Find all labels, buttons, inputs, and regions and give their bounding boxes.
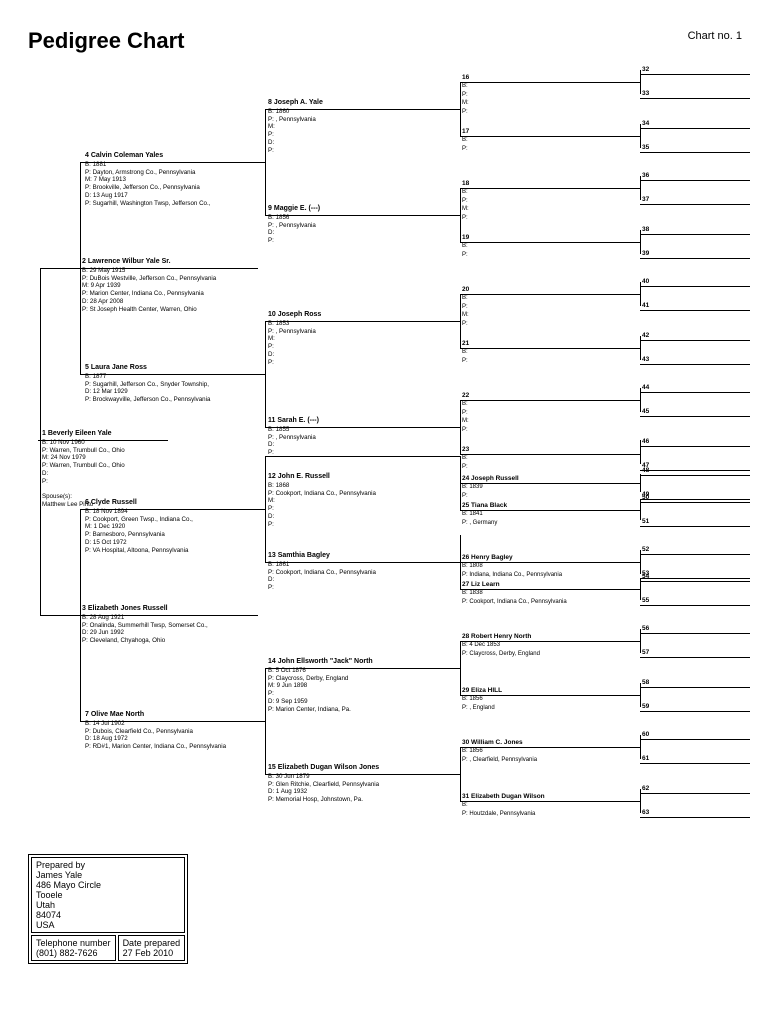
slot-29: 29 Eliza HILLB: 1856P: , England [462,687,637,712]
person-13: 13 Samthia Bagley B: 1861P: Cookport, In… [268,552,376,592]
person-15: 15 Elizabeth Dugan Wilson Jones B: 30 Ju… [268,764,379,804]
prepared-by-box: Prepared by James Yale 486 Mayo Circle T… [28,854,188,964]
person-5: 5 Laura Jane Ross B: 1877 P: Sugarhill, … [85,364,210,404]
slot-39: 39 [642,250,649,258]
slot-30: 30 William C. JonesB: 1856P: , Clearfiel… [462,739,637,764]
person-8: 8 Joseph A. Yale B: 1860P: , Pennsylvani… [268,99,323,154]
slot-35: 35 [642,144,649,152]
slot-19: 19B:P: [462,234,637,259]
slot-50: 50 [642,494,649,502]
slot-62: 62 [642,785,649,793]
person-11: 11 Sarah E. (---) B: 1855P: , Pennsylvan… [268,417,319,457]
person-2: 2 Lawrence Wilbur Yale Sr. B: 29 May 191… [82,258,216,313]
slot-43: 43 [642,356,649,364]
slot-25: 25 Tiana BlackB: 1841P: , Germany [462,502,637,527]
slot-37: 37 [642,196,649,204]
person-3: 3 Elizabeth Jones Russell B: 28 Aug 1921… [82,605,208,645]
slot-55: 55 [642,597,649,605]
slot-44: 44 [642,384,649,392]
person-4: 4 Calvin Coleman Yales B: 1881 P: Dayton… [85,152,210,207]
slot-26: 26 Henry BagleyB: 1808P: Indiana, Indian… [462,554,637,579]
slot-23: 23B:P: [462,446,637,471]
person-1: 1 Beverly Eileen Yale B: 10 Nov 1960 P: … [42,430,125,509]
person-9: 9 Maggie E. (---) B: 1856P: , Pennsylvan… [268,205,320,245]
slot-34: 34 [642,120,649,128]
slot-38: 38 [642,226,649,234]
slot-45: 45 [642,408,649,416]
person-14: 14 John Ellsworth "Jack" North B: 5 Oct … [268,658,373,713]
slot-46: 46 [642,438,649,446]
slot-58: 58 [642,679,649,687]
slot-52: 52 [642,546,649,554]
slot-42: 42 [642,332,649,340]
slot-18: 18B:P:M:P: [462,180,637,222]
slot-32: 32 [642,66,649,74]
slot-61: 61 [642,755,649,763]
slot-27: 27 Liz LearnB: 1838P: Cookport, Indiana … [462,581,637,606]
slot-17: 17B:P: [462,128,637,153]
slot-33: 33 [642,90,649,98]
slot-59: 59 [642,703,649,711]
slot-21: 21B:P: [462,340,637,365]
slot-31: 31 Elizabeth Dugan WilsonB:P: Houtzdale,… [462,793,637,818]
slot-22: 22B:P:M:P: [462,392,637,434]
person-7: 7 Olive Mae North B: 14 Jul 1902 P: Dubo… [85,711,226,751]
slot-24: 24 Joseph RussellB: 1839P: [462,475,637,500]
slot-16: 16B:P:M:P: [462,74,637,116]
person-12: 12 John E. Russell B: 1868P: Cookport, I… [268,473,376,528]
slot-60: 60 [642,731,649,739]
page-title: Pedigree Chart [28,28,185,54]
slot-36: 36 [642,172,649,180]
slot-57: 57 [642,649,649,657]
slot-40: 40 [642,278,649,286]
person-6: 6 Clyde Russell B: 18 Nov 1894 P: Cookpo… [85,499,193,554]
slot-20: 20B:P:M:P: [462,286,637,328]
slot-63: 63 [642,809,649,817]
slot-28: 28 Robert Henry NorthB: 4 Dec 1853P: Cla… [462,633,637,658]
person-10: 10 Joseph Ross B: 1853P: , Pennsylvania … [268,311,321,366]
slot-54: 54 [642,573,649,581]
slot-56: 56 [642,625,649,633]
slot-48: 48 [642,467,649,475]
slot-41: 41 [642,302,649,310]
chart-number: Chart no. 1 [688,30,742,42]
slot-51: 51 [642,518,649,526]
